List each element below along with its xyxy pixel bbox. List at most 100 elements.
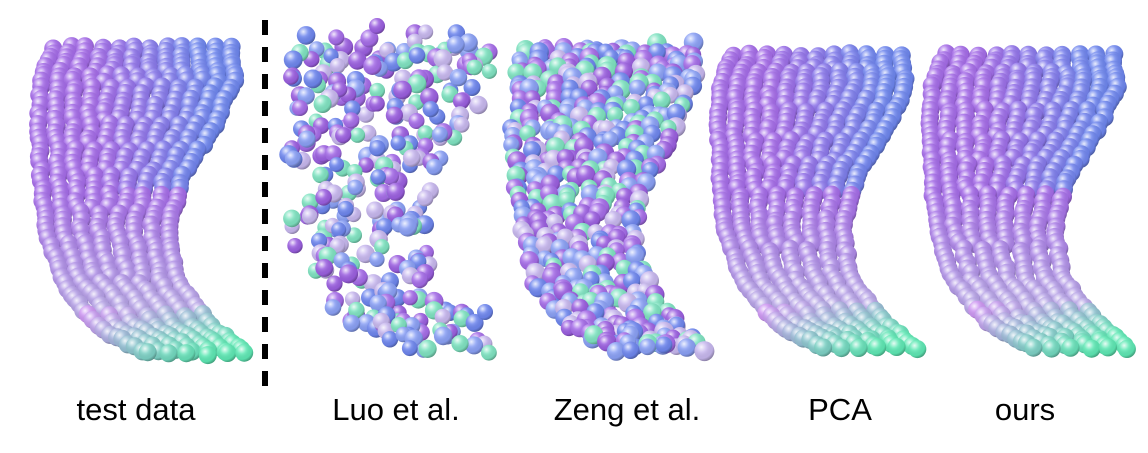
sphere-shading [606,342,626,361]
sphere-shading [393,80,412,100]
sphere-shading [1024,338,1043,357]
sphere-shading [381,331,399,348]
sphere-shading [326,275,343,292]
sphere-shading [358,157,374,173]
sphere-shading [408,113,425,129]
sphere-shading [370,169,386,185]
sphere-shading [386,182,405,201]
sphere-shading [296,26,316,45]
sphere-shading [469,95,488,115]
sphere-shading [301,193,319,211]
panel-pca [708,44,927,359]
sphere-shading [301,208,318,225]
sphere-shading [177,344,196,363]
sphere-shading [398,217,418,237]
sphere-shading [463,79,481,96]
sphere-shading [324,299,342,316]
sphere-shading [402,149,421,167]
sphere-shading [218,344,237,362]
sphere-shading [390,135,406,151]
sphere-shading [198,346,217,365]
sphere-shading [655,336,673,354]
sphere-shading [639,338,656,356]
sphere-shading [298,130,316,148]
sphere-shading [385,106,403,124]
sphere-shading [343,314,361,332]
sphere-shading [887,338,906,356]
sphere-shading [418,24,434,40]
sphere-shading [303,69,323,89]
panel-luo-et-al [279,18,498,361]
sphere-shading [159,344,178,363]
sphere-shading [1117,340,1136,358]
sphere-shading [349,127,366,143]
sphere-shading [625,246,645,266]
sphere-shading [452,92,470,110]
sphere-shading [908,340,927,359]
sphere-shading [335,127,352,144]
sphere-shading [347,179,364,196]
sphere-shading [466,59,483,76]
sphere-shading [465,336,484,355]
panel-ours [920,44,1136,358]
sphere-shading [465,313,484,332]
sphere-shading [287,238,303,254]
sphere-shading [434,308,451,325]
sphere-shading [523,141,541,160]
sphere-shading [402,290,418,306]
sphere-shading [374,239,390,255]
sphere-shading [348,301,365,319]
sphere-shading [1042,339,1061,358]
sphere-shading [411,271,429,289]
sphere-shading [426,158,443,176]
sphere-shading [417,125,433,141]
sphere-shading [407,74,427,94]
sphere-shading [337,200,354,218]
sphere-shading [868,338,887,357]
caption-ours: ours [994,392,1056,427]
sphere-shading [814,338,833,357]
sphere-shading [344,100,361,117]
sphere-shading [369,95,385,112]
sphere-shading [348,51,367,70]
sphere-shading [329,157,345,173]
sphere-shading [694,341,715,362]
sphere-shading [284,150,301,167]
sphere-shading [401,340,418,357]
sphere-shading [313,95,332,113]
outlier-shading [451,70,467,86]
sphere-shading [283,209,301,228]
outlier-shading [477,304,493,320]
sphere-shading [381,167,399,186]
sphere-shading [535,236,554,254]
sphere-shading [283,50,303,70]
sphere-shading [451,335,469,353]
sphere-shading [628,79,646,97]
sphere-shading [446,35,465,54]
sphere-shading [666,103,686,123]
sphere-shading [422,101,439,118]
caption-test-data: test data [76,392,196,427]
sphere-shading [677,338,696,357]
sphere-shading [138,343,157,362]
sphere-shading [481,63,497,79]
sphere-shading [607,106,624,123]
sphere-shading [623,99,640,116]
sphere-shading [433,326,453,346]
sphere-shading [312,166,329,184]
panel-zeng-et-al [502,32,715,362]
sphere-shading [283,69,299,85]
caption-luo-et-al: Luo et al. [332,392,460,427]
sphere-shading [343,112,360,129]
sphere-shading [418,339,437,358]
dashed-divider [262,20,268,386]
outlier-shading [369,18,385,34]
sphere-shading [369,140,386,157]
sphere-shading [369,251,385,267]
sphere-shading [849,339,868,357]
outlier-shading [292,100,308,116]
sphere-shading [235,343,254,362]
sphere-shading [433,49,453,69]
sphere-shading [1099,338,1117,357]
